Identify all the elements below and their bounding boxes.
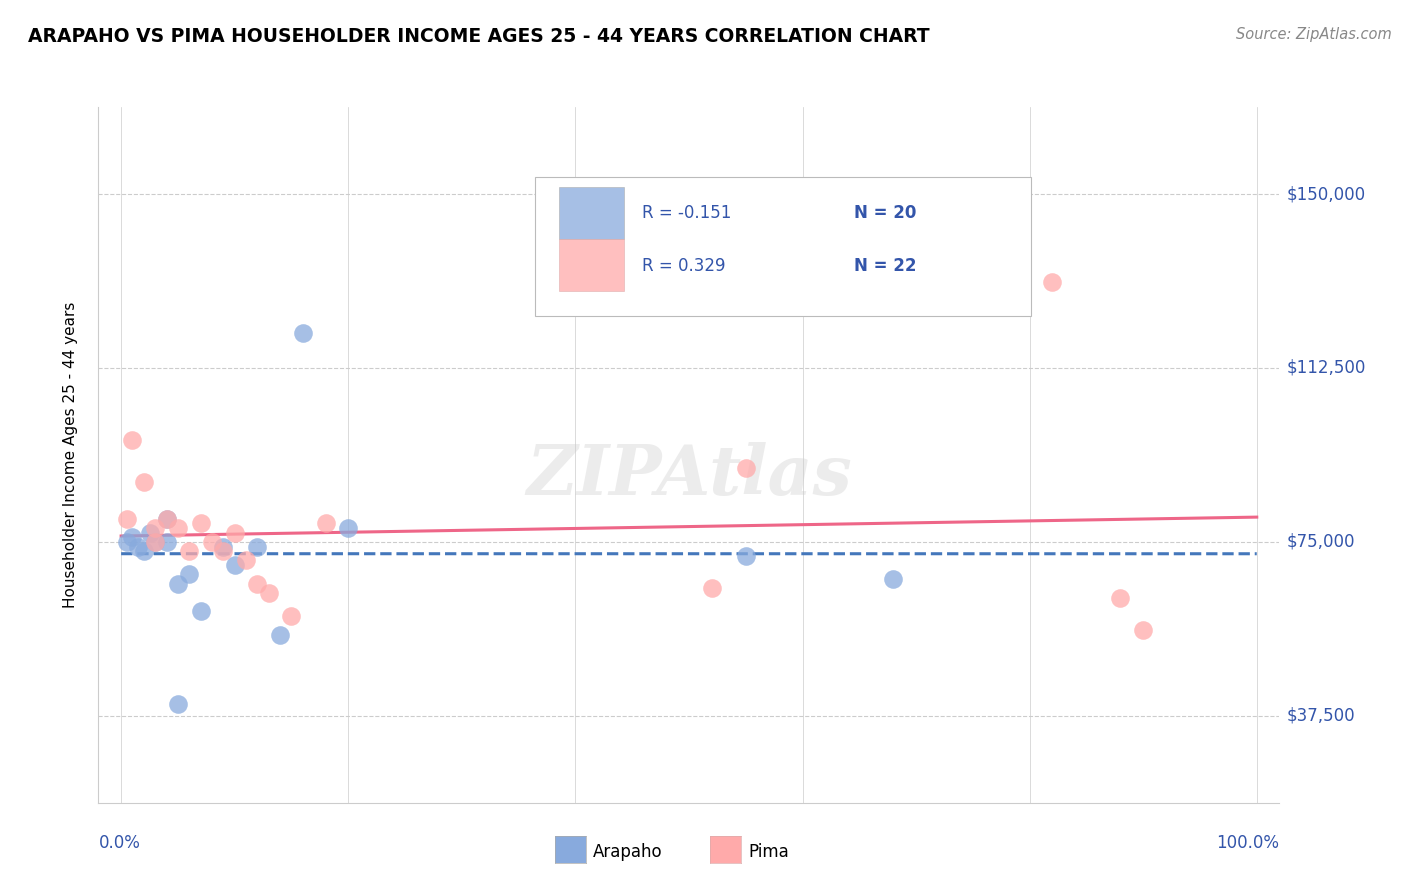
Text: Pima: Pima [748,843,789,861]
FancyBboxPatch shape [536,177,1032,316]
Point [179,567,201,582]
Point [224,558,246,573]
Point [143,534,166,549]
Text: Source: ZipAtlas.com: Source: ZipAtlas.com [1236,27,1392,42]
Point [155,511,177,525]
Text: N = 22: N = 22 [855,257,917,275]
Point [127,540,149,554]
Point [1132,623,1154,637]
Text: Arapaho: Arapaho [593,843,664,861]
Point [155,511,177,525]
Point [235,553,257,567]
Point [212,540,235,554]
Point [337,521,360,535]
Point [138,525,160,540]
Point [115,511,138,525]
Text: R = -0.151: R = -0.151 [641,203,731,222]
Point [167,521,190,535]
Point [115,534,138,549]
Point [167,698,190,712]
Point [143,534,166,549]
Y-axis label: Householder Income Ages 25 - 44 years: Householder Income Ages 25 - 44 years [63,301,77,608]
Text: $112,500: $112,500 [1286,359,1365,377]
Text: R = 0.329: R = 0.329 [641,257,725,275]
FancyBboxPatch shape [560,239,624,292]
Point [179,544,201,558]
Point [224,525,246,540]
Point [190,516,212,531]
Point [269,628,291,642]
Text: $75,000: $75,000 [1286,533,1355,551]
Point [155,534,177,549]
Point [734,460,756,475]
Text: N = 20: N = 20 [855,203,917,222]
Point [121,433,143,447]
Point [190,605,212,619]
Text: ARAPAHO VS PIMA HOUSEHOLDER INCOME AGES 25 - 44 YEARS CORRELATION CHART: ARAPAHO VS PIMA HOUSEHOLDER INCOME AGES … [28,27,929,45]
Point [700,582,723,596]
Point [280,609,302,624]
Text: ZIPAtlas: ZIPAtlas [526,442,852,509]
Point [291,326,314,341]
Point [734,549,756,563]
Point [882,572,904,586]
Point [246,540,269,554]
Point [121,530,143,544]
Point [1109,591,1132,605]
Point [1040,275,1063,289]
Point [212,544,235,558]
Point [167,576,190,591]
Text: 0.0%: 0.0% [98,834,141,852]
Point [143,521,166,535]
Point [246,576,269,591]
Text: 100.0%: 100.0% [1216,834,1279,852]
Text: $150,000: $150,000 [1286,185,1365,203]
Point [132,544,155,558]
Point [257,586,280,600]
Point [315,516,337,531]
Text: $37,500: $37,500 [1286,706,1355,725]
FancyBboxPatch shape [560,187,624,239]
Point [132,475,155,489]
Point [201,534,224,549]
